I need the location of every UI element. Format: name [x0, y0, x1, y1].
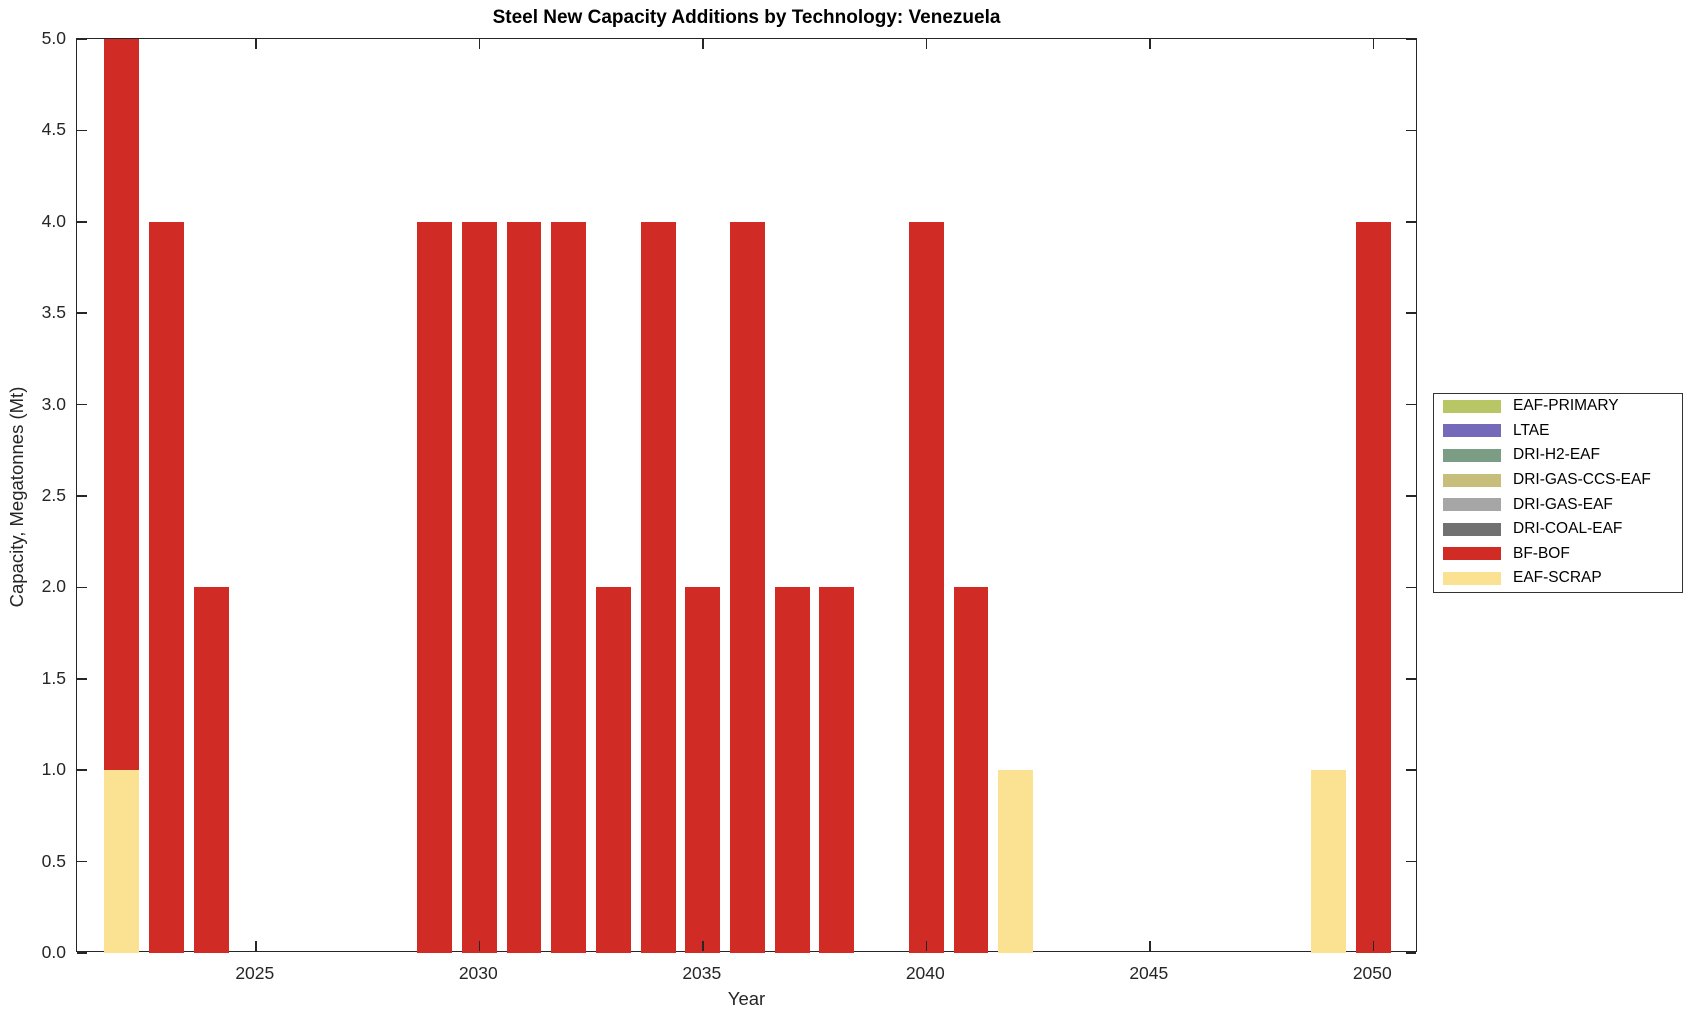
x-tick-mark-top	[255, 39, 257, 49]
y-tick-mark-right	[1406, 952, 1416, 954]
bar-segment-bf-bof-2033	[595, 587, 631, 953]
x-tick-mark	[1372, 941, 1375, 951]
legend-swatch-dri-coal-eaf	[1443, 522, 1501, 536]
y-tick-mark	[77, 312, 87, 314]
y-tick-label: 0.0	[41, 942, 66, 962]
legend-swatch-eaf-scrap	[1443, 571, 1501, 585]
x-tick-label: 2035	[682, 963, 722, 983]
y-tick-mark-right	[1406, 860, 1416, 863]
x-tick-mark-top	[925, 39, 928, 49]
bar-segment-bf-bof-2030	[461, 221, 497, 953]
x-tick-mark-top	[478, 39, 481, 49]
legend-label: EAF-PRIMARY	[1513, 397, 1619, 415]
y-tick-label: 4.0	[41, 210, 66, 231]
y-tick-mark-right	[1406, 495, 1416, 497]
bar-segment-bf-bof-2023	[148, 221, 184, 953]
legend-label: DRI-GAS-EAF	[1513, 495, 1613, 513]
y-tick-mark	[77, 38, 87, 40]
bar-segment-bf-bof-2024	[193, 587, 229, 953]
y-tick-mark	[77, 860, 87, 863]
y-tick-mark-right	[1406, 38, 1416, 40]
y-tick-label: 3.0	[41, 393, 66, 414]
legend-swatch-bf-bof	[1443, 547, 1501, 561]
legend-swatch-dri-h2-eaf	[1443, 448, 1501, 462]
x-tick-label: 2050	[1352, 963, 1392, 983]
plot-area	[76, 38, 1417, 954]
legend-item-dri-h2-eaf: DRI-H2-EAF	[1434, 443, 1682, 468]
x-tick-mark-top	[702, 39, 704, 49]
bar-segment-bf-bof-2050	[1355, 221, 1391, 953]
y-tick-label: 2.5	[41, 485, 66, 505]
bar-segment-eaf-scrap-2049	[1311, 770, 1347, 953]
legend-item-dri-coal-eaf: DRI-COAL-EAF	[1434, 517, 1682, 542]
y-tick-label: 3.5	[41, 302, 66, 323]
legend-item-dri-gas-ccs-eaf: DRI-GAS-CCS-EAF	[1434, 468, 1682, 493]
y-tick-mark-right	[1406, 586, 1416, 589]
legend-label: BF-BOF	[1513, 544, 1570, 562]
bar-segment-eaf-scrap-2022	[104, 770, 140, 953]
y-tick-mark-right	[1406, 312, 1416, 314]
y-tick-mark-right	[1406, 129, 1416, 132]
x-tick-mark	[925, 941, 928, 951]
x-tick-mark	[702, 941, 704, 951]
bar-segment-bf-bof-2034	[640, 221, 676, 953]
x-tick-mark-top	[1372, 39, 1375, 49]
legend: EAF-PRIMARY LTAE DRI-H2-EAF DRI-GAS-CCS-EAF…	[1433, 393, 1683, 593]
y-tick-mark	[77, 221, 87, 223]
y-tick-label: 5.0	[41, 28, 66, 48]
y-tick-mark	[77, 495, 87, 497]
legend-item-eaf-scrap: EAF-SCRAP	[1434, 566, 1682, 591]
legend-swatch-dri-gas-eaf	[1443, 498, 1501, 512]
bar-segment-bf-bof-2036	[730, 221, 765, 953]
y-tick-label: 0.5	[41, 850, 66, 871]
y-tick-label: 1.5	[41, 667, 66, 688]
legend-label: LTAE	[1513, 421, 1550, 439]
bar-segment-bf-bof-2037	[774, 587, 810, 953]
legend-item-dri-gas-eaf: DRI-GAS-EAF	[1434, 492, 1682, 517]
x-tick-label: 2045	[1129, 963, 1169, 983]
bar-segment-bf-bof-2038	[819, 587, 855, 953]
y-tick-mark	[77, 129, 87, 132]
x-tick-mark	[255, 941, 257, 951]
y-tick-mark	[77, 952, 87, 954]
y-tick-mark	[77, 586, 87, 589]
bar-segment-bf-bof-2032	[551, 221, 587, 953]
y-tick-label: 1.0	[41, 759, 66, 780]
legend-label: DRI-GAS-CCS-EAF	[1513, 471, 1651, 489]
bar-segment-bf-bof-2029	[417, 221, 453, 953]
x-tick-label: 2040	[905, 963, 945, 983]
x-tick-mark	[478, 941, 481, 951]
legend-swatch-eaf-primary	[1443, 399, 1501, 413]
bar-segment-eaf-scrap-2042	[998, 770, 1034, 953]
x-tick-label: 2025	[235, 963, 275, 983]
y-tick-mark	[77, 769, 87, 771]
y-tick-mark-right	[1406, 769, 1416, 771]
legend-label: EAF-SCRAP	[1513, 569, 1602, 587]
bar-segment-bf-bof-2035	[685, 587, 721, 953]
legend-item-eaf-primary: EAF-PRIMARY	[1434, 394, 1682, 419]
bar-segment-bf-bof-2041	[953, 587, 989, 953]
y-tick-mark	[77, 678, 87, 680]
legend-label: DRI-H2-EAF	[1513, 446, 1600, 464]
bar-segment-bf-bof-2040	[908, 221, 944, 953]
legend-item-ltae: LTAE	[1434, 419, 1682, 444]
legend-swatch-ltae	[1443, 424, 1501, 438]
x-tick-label: 2030	[458, 963, 498, 983]
bar-segment-bf-bof-2022	[104, 39, 140, 771]
y-tick-label: 2.0	[41, 576, 66, 597]
bar-segment-bf-bof-2031	[506, 221, 542, 953]
legend-swatch-dri-gas-ccs-eaf	[1443, 473, 1501, 487]
y-tick-label: 4.5	[41, 119, 66, 140]
y-tick-mark-right	[1406, 403, 1416, 406]
chart-title: Steel New Capacity Additions by Technolo…	[492, 7, 1001, 28]
y-tick-mark-right	[1406, 678, 1416, 680]
y-tick-mark-right	[1406, 221, 1416, 223]
x-tick-mark	[1149, 941, 1151, 951]
legend-label: DRI-COAL-EAF	[1513, 520, 1623, 538]
y-tick-mark	[77, 403, 87, 406]
legend-item-bf-bof: BF-BOF	[1434, 542, 1682, 567]
x-axis-label: Year	[727, 988, 766, 1009]
x-tick-mark-top	[1149, 39, 1151, 49]
